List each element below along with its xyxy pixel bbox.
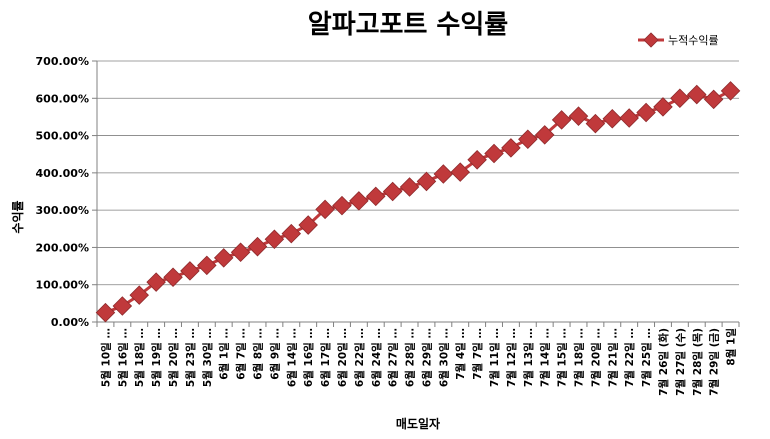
- x-tick-label: 7월 18일 …: [573, 328, 586, 387]
- x-tick-label: 7월 21일 …: [606, 328, 619, 387]
- x-tick-label: 7월 7일 …: [471, 328, 484, 380]
- y-tick-label: 100.00%: [36, 279, 89, 292]
- x-tick-label: 5월 23일 …: [184, 328, 197, 387]
- data-point: [112, 296, 133, 316]
- series-group: [95, 81, 741, 323]
- data-point: [349, 191, 369, 211]
- x-tick-label: 5월 18일 …: [133, 328, 146, 387]
- data-point: [230, 242, 251, 263]
- y-axis-label: 수익률: [11, 200, 25, 233]
- data-point: [433, 164, 454, 184]
- data-point: [619, 108, 639, 128]
- x-tick-label: 6월 16일 …: [302, 328, 315, 387]
- chart-title: 알파고포트 수익률: [308, 10, 508, 40]
- x-tick-label: 5월 16일 …: [116, 328, 129, 387]
- x-tick-label: 5월 10일 …: [99, 328, 112, 387]
- x-tick-label: 7월 26일 (화): [657, 328, 670, 396]
- x-tick-label: 5월 19일 …: [150, 328, 163, 387]
- data-point: [703, 89, 724, 110]
- x-tick-label: 7월 15일 …: [556, 328, 569, 387]
- data-point: [568, 106, 589, 126]
- data-point: [180, 261, 200, 281]
- data-point: [332, 195, 352, 216]
- data-point: [416, 171, 437, 192]
- data-point: [95, 302, 116, 323]
- y-tick-label: 0.00%: [51, 316, 89, 329]
- data-point: [585, 113, 606, 134]
- x-tick-label: 6월 1일 …: [218, 328, 231, 380]
- data-point: [298, 215, 318, 235]
- x-tick-label: 6월 17일 …: [319, 328, 332, 387]
- data-point: [399, 177, 420, 197]
- data-point: [129, 285, 149, 305]
- data-point: [382, 181, 403, 202]
- data-point: [197, 255, 217, 276]
- data-point: [534, 125, 555, 145]
- data-point: [501, 138, 521, 158]
- data-point: [146, 272, 166, 292]
- x-axis-ticks: 5월 10일 … 5월 16일 … 5월 18일 … 5월 19일 … 5월 20일 ……: [96, 322, 740, 396]
- data-point: [247, 236, 268, 257]
- x-tick-label: 7월 4일 …: [454, 328, 467, 380]
- data-point: [602, 109, 623, 129]
- y-tick-label: 700.00%: [36, 55, 89, 68]
- data-point: [636, 102, 656, 123]
- x-tick-label: 6월 8일 …: [252, 328, 265, 380]
- y-tick-label: 300.00%: [36, 204, 89, 217]
- axes: [96, 61, 739, 323]
- x-tick-label: 6월 28일 …: [404, 328, 417, 387]
- data-point: [484, 143, 504, 164]
- x-tick-label: 6월 9일 …: [268, 328, 281, 380]
- legend-marker: [643, 32, 659, 48]
- x-tick-label: 7월 29일 (금): [708, 328, 721, 396]
- x-tick-label: 6월 27일 …: [387, 328, 400, 387]
- data-point: [467, 150, 487, 170]
- data-point: [551, 110, 572, 130]
- data-point: [518, 129, 538, 150]
- x-tick-label: 7월 20일 …: [589, 328, 602, 387]
- x-tick-label: 7월 14일 …: [539, 328, 552, 387]
- x-tick-label: 6월 14일 …: [285, 328, 298, 387]
- x-tick-label: 6월 30일 …: [437, 328, 450, 387]
- data-point: [450, 162, 470, 182]
- x-axis-label: 매도일자: [396, 416, 440, 431]
- data-point: [315, 199, 335, 220]
- x-tick-label: 7월 27일 (수): [674, 328, 687, 396]
- data-point: [281, 223, 302, 244]
- legend-label: 누적수익률: [668, 34, 719, 47]
- legend: 누적수익률: [638, 32, 719, 48]
- data-point: [687, 84, 707, 105]
- data-point: [264, 229, 285, 249]
- y-tick-label: 600.00%: [36, 92, 89, 105]
- x-tick-label: 5월 20일 …: [167, 328, 180, 387]
- x-tick-label: 7월 25일 …: [640, 328, 653, 387]
- y-tick-label: 500.00%: [36, 130, 89, 143]
- data-point: [720, 81, 741, 101]
- grid: [97, 60, 739, 286]
- x-tick-label: 7월 11일 …: [488, 328, 501, 387]
- data-point: [653, 97, 673, 117]
- y-axis-ticks: 0.00% 100.00% 200.00% 300.00% 400.00% 500.00%…: [36, 55, 97, 329]
- y-tick-label: 400.00%: [36, 167, 89, 180]
- y-tick-label: 200.00%: [36, 241, 89, 254]
- x-tick-label: 6월 24일 …: [370, 328, 383, 387]
- x-tick-label: 6월 7일 …: [235, 328, 248, 380]
- x-tick-label: 7월 13일 …: [522, 328, 535, 387]
- x-tick-label: 6월 22일 …: [353, 328, 366, 387]
- x-tick-label: 7월 28일 (목): [691, 328, 704, 396]
- x-tick-label: 6월 29일 …: [420, 328, 433, 387]
- x-tick-label: 5월 30일 …: [201, 328, 214, 387]
- data-point: [213, 248, 234, 268]
- series-line: [104, 89, 732, 315]
- data-point: [366, 186, 386, 207]
- data-point: [163, 267, 183, 288]
- data-point: [670, 88, 690, 109]
- x-tick-label: 7월 22일 …: [623, 328, 636, 387]
- x-tick-label: 6월 20일 …: [336, 328, 349, 387]
- x-tick-label: 8월 1일: [725, 328, 738, 366]
- x-tick-label: 7월 12일 …: [505, 328, 518, 387]
